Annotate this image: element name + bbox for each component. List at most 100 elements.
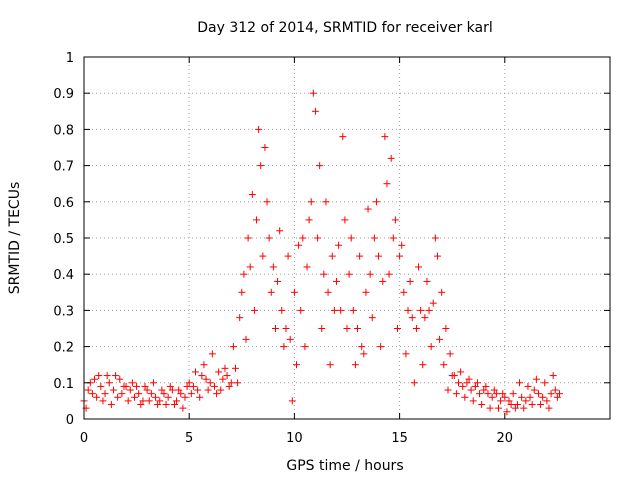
data-point	[309, 89, 317, 97]
data-point	[196, 393, 204, 401]
data-point	[246, 263, 254, 271]
data-point	[257, 162, 265, 170]
data-point	[179, 404, 187, 412]
data-point	[293, 361, 301, 369]
x-axis-label: GPS time / hours	[286, 458, 403, 474]
data-point	[154, 401, 162, 409]
data-point	[362, 288, 370, 296]
data-point	[478, 401, 486, 409]
data-point	[330, 306, 338, 314]
data-point	[448, 372, 456, 380]
data-point	[255, 125, 263, 133]
data-point	[436, 335, 444, 343]
data-point	[164, 393, 172, 401]
data-point	[530, 386, 538, 394]
data-point	[465, 375, 473, 383]
y-tick-label: 0.9	[53, 87, 74, 102]
data-point	[105, 379, 113, 387]
data-point	[442, 325, 450, 332]
data-point	[143, 386, 151, 394]
data-point	[486, 404, 494, 412]
data-point	[421, 314, 429, 322]
data-point	[539, 393, 547, 401]
data-point	[112, 372, 120, 380]
data-point	[130, 393, 138, 401]
data-point	[379, 277, 387, 285]
data-point	[543, 397, 551, 405]
data-point	[263, 198, 271, 206]
data-point	[343, 325, 351, 332]
data-point	[476, 390, 484, 398]
y-tick-label: 0.2	[53, 341, 74, 356]
data-point	[200, 361, 208, 369]
data-point	[400, 288, 408, 296]
data-point	[217, 386, 225, 394]
data-point	[156, 397, 164, 405]
data-point	[372, 198, 380, 206]
data-point	[339, 133, 347, 141]
data-point	[455, 379, 463, 387]
data-point	[534, 390, 542, 398]
data-point	[532, 375, 540, 383]
data-point	[284, 252, 292, 260]
y-tick-label: 0	[66, 413, 74, 428]
data-point	[101, 390, 109, 398]
data-point	[431, 234, 439, 242]
data-point	[265, 234, 273, 242]
data-point	[351, 361, 359, 369]
data-point	[425, 306, 433, 314]
data-point	[461, 393, 469, 401]
data-point	[124, 397, 132, 405]
data-point	[402, 350, 410, 358]
data-point	[438, 288, 446, 296]
data-point	[509, 390, 517, 398]
data-point	[347, 234, 355, 242]
data-point	[219, 375, 227, 383]
data-point	[107, 401, 115, 409]
data-point	[368, 314, 376, 322]
data-point	[398, 241, 406, 249]
grid-lines	[84, 57, 610, 419]
data-point	[326, 361, 334, 369]
data-point	[88, 390, 96, 398]
data-point	[238, 288, 246, 296]
data-point	[311, 107, 319, 115]
data-point	[299, 234, 307, 242]
data-point	[360, 350, 368, 358]
data-point	[225, 382, 233, 390]
data-point	[253, 216, 261, 224]
data-point	[513, 401, 521, 409]
data-point	[303, 263, 311, 271]
data-point	[128, 379, 136, 387]
data-point	[322, 198, 330, 206]
data-point	[250, 306, 258, 314]
chart-title: Day 312 of 2014, SRMTID for receiver kar…	[197, 20, 493, 36]
data-point	[404, 306, 412, 314]
data-point	[553, 393, 561, 401]
data-point	[141, 382, 149, 390]
data-point	[484, 390, 492, 398]
y-tick-label: 0.3	[53, 304, 74, 319]
data-point	[189, 382, 197, 390]
data-point	[236, 314, 244, 322]
data-point	[332, 277, 340, 285]
y-tick-label: 0.4	[53, 268, 74, 283]
data-point	[160, 390, 168, 398]
data-point	[328, 252, 336, 260]
data-point	[269, 263, 277, 271]
y-axis-label: SRMTID / TECUs	[7, 182, 23, 295]
data-point	[356, 252, 364, 260]
data-point	[516, 379, 524, 387]
data-point	[173, 397, 181, 405]
data-point	[206, 379, 214, 387]
data-point	[116, 375, 124, 383]
data-point	[305, 216, 313, 224]
data-point	[520, 404, 528, 412]
data-point	[223, 372, 231, 380]
data-point	[198, 372, 206, 380]
x-tick-label: 20	[497, 431, 514, 446]
y-tick-label: 0.1	[53, 377, 74, 392]
data-point	[177, 390, 185, 398]
data-point	[412, 325, 420, 332]
data-point	[91, 375, 99, 383]
